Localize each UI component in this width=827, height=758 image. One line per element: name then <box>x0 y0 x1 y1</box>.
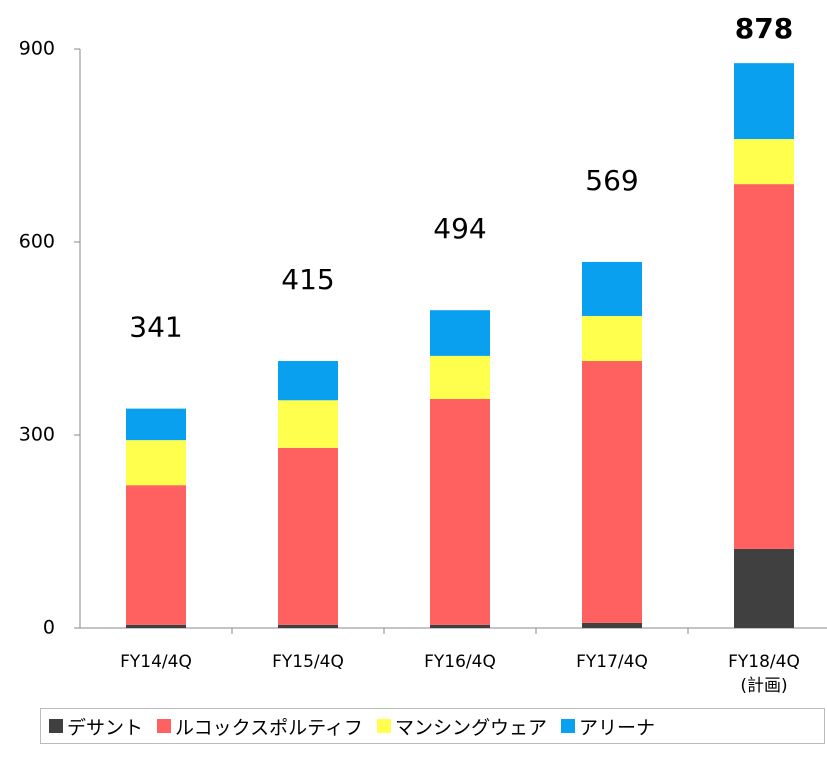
bar-segment <box>430 624 490 628</box>
bar-segment <box>582 622 642 628</box>
legend-swatch <box>49 719 63 733</box>
bar-segment <box>734 63 794 140</box>
y-tick-label: 300 <box>19 424 55 446</box>
legend-item: デサント <box>49 713 143 740</box>
bar-segment <box>278 624 338 628</box>
bar-segment <box>734 548 794 628</box>
bar-segment <box>126 624 186 628</box>
x-tick-label: FY15/4Q <box>272 652 344 672</box>
bar-segment <box>126 440 186 486</box>
legend-item: アリーナ <box>560 713 655 740</box>
x-tick-label: FY17/4Q <box>576 652 648 672</box>
total-label: 569 <box>585 164 638 197</box>
bar-segment <box>278 447 338 625</box>
chart: 0 300 600 900 341 415 494 569 878 <box>19 12 827 639</box>
legend-swatch <box>560 719 575 733</box>
legend-item: ルコックスポルティフ <box>157 713 363 740</box>
y-tick-label: 900 <box>19 38 55 60</box>
bar-segment <box>430 398 490 625</box>
legend-item: マンシングウェア <box>376 713 547 740</box>
bar-segment <box>430 310 490 356</box>
total-label: 341 <box>129 311 182 344</box>
bar-segment <box>126 485 186 625</box>
bar-segment <box>126 408 186 441</box>
bar-segment <box>734 139 794 185</box>
total-label: 415 <box>281 263 334 296</box>
legend-swatch <box>157 719 172 733</box>
bar-segment <box>582 361 642 623</box>
legend-label: アリーナ <box>578 716 655 739</box>
bar-segment <box>582 261 642 316</box>
legend: デサント ルコックスポルティフ マンシングウェア アリーナ <box>40 708 825 744</box>
legend-label: デサント <box>67 716 144 739</box>
bar-segment <box>278 400 338 448</box>
legend-label: ルコックスポルティフ <box>175 716 363 739</box>
bar-segment <box>582 315 642 362</box>
bar-segment <box>734 184 794 549</box>
bar-segment <box>430 355 490 399</box>
total-label: 878 <box>735 12 793 45</box>
x-tick-label: FY18/4Q (計画) <box>728 652 800 696</box>
legend-swatch <box>376 719 391 733</box>
total-label: 494 <box>433 212 486 245</box>
bar-segment <box>278 361 338 401</box>
y-tick-label: 0 <box>43 617 55 639</box>
legend-label: マンシングウェア <box>394 716 547 739</box>
x-tick-label: FY14/4Q <box>120 652 192 672</box>
x-tick-label: FY16/4Q <box>424 652 496 672</box>
y-tick-label: 600 <box>19 231 55 253</box>
